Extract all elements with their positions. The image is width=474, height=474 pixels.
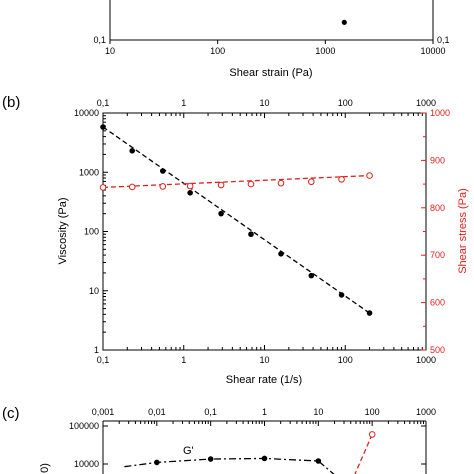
panel-b-y2tick-label: 900 bbox=[430, 155, 445, 165]
panel-b-point-viscosity bbox=[218, 210, 224, 217]
panel-c-point-gprime bbox=[207, 456, 214, 462]
panel-c-xtick-top-label: 100 bbox=[365, 407, 380, 417]
panel-c-points bbox=[154, 431, 376, 466]
panel-b-y2tick-label: 700 bbox=[430, 250, 445, 260]
panel-b-y2tick-label: 800 bbox=[430, 203, 445, 213]
panel-b-point-stress bbox=[247, 180, 255, 188]
panel-b-point-stress bbox=[128, 183, 136, 191]
panel-c-ytick-label: 100000 bbox=[69, 421, 99, 431]
panel-c-xtick-top-label: 0,1 bbox=[204, 407, 217, 417]
panel-b-point-stress bbox=[186, 182, 194, 190]
panel-c-xtick-top-label: 0,01 bbox=[148, 407, 166, 417]
panel-b-xtick-label: 1 bbox=[181, 355, 186, 365]
panel-b-point-stress bbox=[99, 184, 107, 191]
panel-b-point-viscosity bbox=[100, 124, 106, 130]
panel-b-y2tick-label: 600 bbox=[430, 298, 445, 308]
panel-c-y-ticks: 10000 100000 bbox=[69, 421, 426, 469]
panel-c-x-ticks-top: 0,001 0,01 0,1 1 10 100 1000 bbox=[92, 407, 436, 426]
panel-a-xtick-label: 10 bbox=[105, 46, 115, 56]
panel-a-ytick-label: 0,1 bbox=[93, 35, 106, 45]
panel-a-xtick-label: 10000 bbox=[420, 46, 445, 56]
panel-b-x-ticks-bottom: 0,1 1 10 100 1000 bbox=[97, 345, 436, 365]
panel-b-point-viscosity bbox=[278, 251, 284, 257]
panel-b-point-stress bbox=[217, 181, 225, 189]
panel-b-y-ticks: 1 10 100 1000 10000 bbox=[74, 108, 108, 355]
panel-b-point-stress bbox=[308, 178, 315, 186]
panel-b-fit-line-1 bbox=[102, 174, 370, 189]
panel-b-point-stress bbox=[277, 179, 285, 187]
panel-b-xlabel: Shear rate (1/s) bbox=[226, 374, 302, 386]
panel-c-fit-line-red bbox=[354, 434, 373, 474]
panel-b-ytick-label: 1 bbox=[94, 345, 99, 355]
panel-a-point bbox=[341, 19, 347, 25]
panel-c-point-gprime bbox=[154, 459, 160, 466]
panel-a: 0,1 0,1 10 100 1000 10000 Shear strain (Pa) bbox=[93, 0, 450, 79]
panel-c-label: (c) bbox=[2, 405, 20, 422]
panel-a-xtick-label: 1000 bbox=[315, 46, 335, 56]
panel-b-point-stress bbox=[338, 176, 345, 183]
panel-b-xtick-label: 100 bbox=[338, 355, 353, 365]
panel-c-xtick-top-label: 1000 bbox=[416, 407, 436, 417]
panel-c-xtick-top-label: 0,001 bbox=[92, 407, 115, 417]
panel-b-y2label: Shear stress (Pa) bbox=[457, 188, 469, 274]
panel-b: (b) 0,1 1 10 100 1000 0,1 1 10 100 1000 11010010… bbox=[2, 94, 469, 386]
panel-b-xtick-top-label: 10 bbox=[259, 98, 269, 108]
panel-b-ytick-label: 100 bbox=[84, 227, 99, 237]
panel-b-xtick-top-label: 1 bbox=[181, 98, 186, 108]
panel-b-y2tick-label: 1000 bbox=[430, 108, 450, 118]
panel-c-xtick-top-label: 1 bbox=[262, 407, 267, 417]
panel-c-point-gprime bbox=[315, 458, 322, 464]
panel-b-ytick-label: 10000 bbox=[74, 108, 99, 118]
panel-c-point-gprime bbox=[261, 455, 268, 462]
panel-a-xtick-label: 100 bbox=[210, 46, 225, 56]
panel-b-fit-line-0 bbox=[102, 126, 370, 314]
panel-c: (c) 0,001 0,01 0,1 1 10 100 1000 10000 100000 G… bbox=[2, 405, 436, 474]
panel-b-fit-lines bbox=[102, 126, 370, 314]
panel-b-point-viscosity bbox=[187, 189, 193, 196]
panel-c-ytick-label: 10000 bbox=[74, 459, 99, 469]
panel-c-annotation: G' bbox=[183, 445, 194, 457]
panel-b-xtick-top-label: 100 bbox=[338, 98, 353, 108]
panel-b-point-viscosity bbox=[248, 231, 254, 238]
panel-b-point-viscosity bbox=[338, 292, 345, 298]
panel-b-xtick-label: 1000 bbox=[416, 355, 436, 365]
panel-c-xtick-top-label: 10 bbox=[313, 407, 323, 417]
panel-b-xtick-top-label: 0,1 bbox=[97, 98, 110, 108]
panel-c-fit-lines bbox=[124, 434, 373, 474]
panel-b-frame bbox=[102, 112, 427, 351]
panel-b-xtick-label: 0,1 bbox=[97, 355, 110, 365]
panel-b-x-ticks-top: 0,1 1 10 100 1000 bbox=[97, 98, 436, 118]
panel-a-x-ticks: 10 100 1000 10000 bbox=[105, 40, 446, 56]
panel-b-point-viscosity bbox=[129, 148, 136, 154]
panel-b-xtick-top-label: 1000 bbox=[416, 98, 436, 108]
panel-b-ytick-label: 10 bbox=[89, 286, 99, 296]
panel-c-point-red bbox=[368, 431, 376, 438]
panel-b-point-viscosity bbox=[308, 272, 315, 279]
panel-c-fit-line-gprime bbox=[124, 457, 335, 474]
panel-b-point-stress bbox=[366, 172, 373, 179]
panel-a-xlabel: Shear strain (Pa) bbox=[229, 67, 312, 79]
panel-b-point-viscosity bbox=[159, 168, 166, 174]
panel-b-points bbox=[99, 124, 373, 316]
panel-a-y2tick-label: 0,1 bbox=[437, 35, 450, 45]
panel-b-xtick-label: 10 bbox=[259, 355, 269, 365]
panel-b-y2tick-label: 500 bbox=[430, 345, 445, 355]
panel-c-ylabel-fragment: 0) bbox=[39, 463, 51, 473]
panel-b-label: (b) bbox=[2, 94, 20, 111]
panel-b-point-stress bbox=[159, 183, 167, 190]
panel-b-ylabel: Viscosity (Pa) bbox=[57, 197, 69, 264]
panel-b-point-viscosity bbox=[366, 310, 373, 316]
panel-b-y2-ticks: 500 600 700 800 900 1000 bbox=[421, 108, 450, 355]
panel-b-ytick-label: 1000 bbox=[79, 167, 99, 177]
panel-a-points bbox=[341, 19, 347, 25]
